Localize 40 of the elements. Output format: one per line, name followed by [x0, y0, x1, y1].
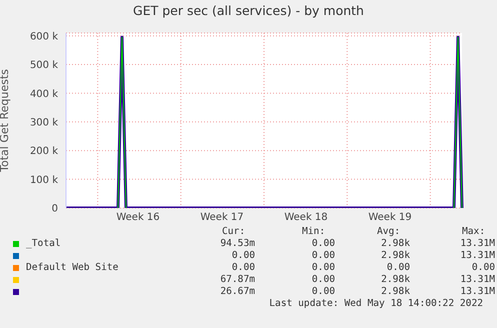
- text: 0.00: [310, 286, 335, 297]
- y-tick-label: 100 k: [30, 174, 58, 186]
- text: 94.53m: [219, 238, 255, 249]
- text: Cur:: [222, 226, 246, 237]
- y-tick-label: 500 k: [30, 60, 58, 72]
- text: 2.98k: [380, 250, 410, 261]
- text: 0.00: [386, 262, 410, 273]
- y-tick-label: 600 k: [30, 31, 58, 42]
- y-tick-label: 400 k: [30, 88, 58, 100]
- x-tick-label: Week 16: [116, 212, 160, 224]
- chart-title: GET per sec (all services) - by month: [132, 3, 365, 18]
- text: 26.67m: [219, 286, 255, 297]
- x-tick-label: Week 19: [368, 212, 412, 224]
- text: Max:: [462, 226, 486, 237]
- y-axis-title: Total Get Requests: [0, 68, 11, 173]
- y-tick-label: 0: [52, 204, 58, 215]
- text: 13.31M: [459, 238, 495, 249]
- y-tick-label: 300 k: [30, 117, 58, 128]
- text: 13.31M: [459, 286, 495, 297]
- text: 13.31M: [459, 250, 495, 261]
- x-tick-label: Week 17: [200, 212, 244, 224]
- text: 0.00: [310, 274, 335, 285]
- text: 0.00: [470, 262, 495, 273]
- text: 0.00: [310, 250, 335, 261]
- text: 13.31M: [459, 274, 495, 285]
- text: 2.98k: [380, 238, 410, 249]
- text: 2.98k: [380, 274, 410, 285]
- y-tick-label: 200 k: [30, 146, 58, 158]
- text: Min:: [302, 226, 326, 237]
- text: 0.00: [310, 238, 335, 249]
- text: 2.98k: [380, 286, 410, 297]
- text: 67.87m: [219, 274, 255, 285]
- text: 0.00: [310, 262, 335, 273]
- text: Avg:: [377, 226, 400, 237]
- text: 0.00: [230, 250, 255, 261]
- x-tick-label: Week 18: [284, 212, 328, 224]
- legend-label: Default Web Site: [26, 262, 118, 273]
- text: 0.00: [230, 262, 255, 273]
- legend-label: _Total: [26, 238, 61, 249]
- text: Last update: Wed May 18 14:00:22 2022: [269, 298, 483, 309]
